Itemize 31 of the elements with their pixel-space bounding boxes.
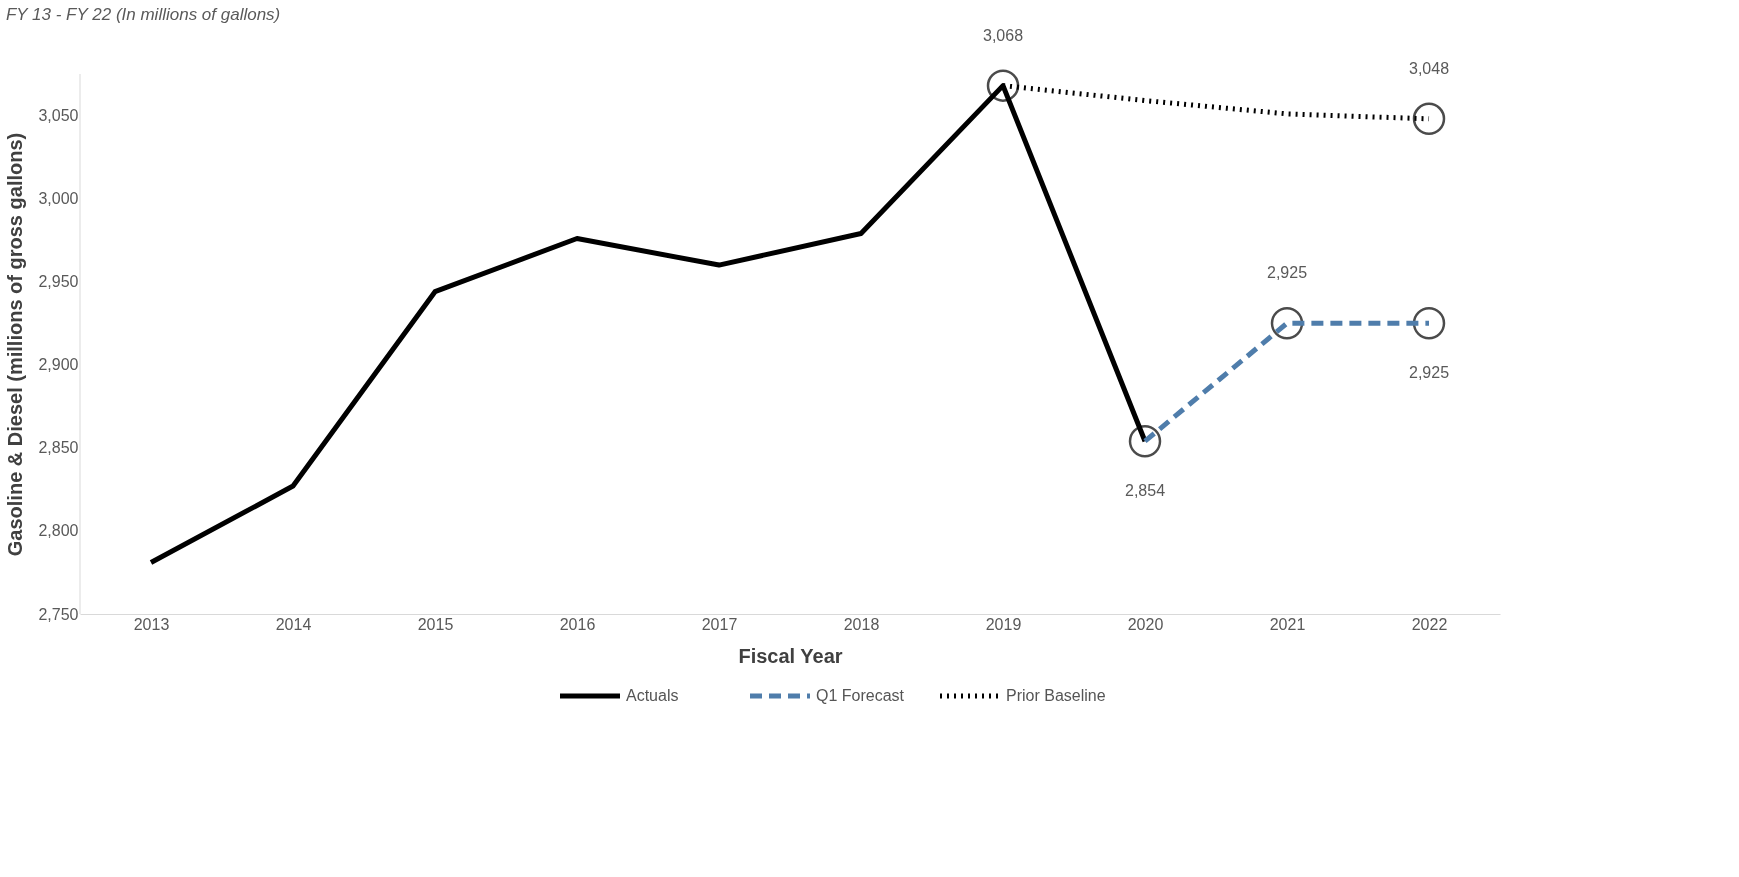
y-tick-label: 2,850 [38, 439, 79, 457]
y-tick-label: 2,750 [38, 605, 79, 623]
annotation: 2,925 [1266, 264, 1308, 282]
x-tick-label: 2020 [1127, 615, 1164, 633]
x-tick-label: 2021 [1269, 615, 1306, 633]
legend-label: Prior Baseline [1006, 687, 1106, 704]
x-tick-label: 2018 [843, 615, 880, 633]
x-tick-label: 2019 [985, 615, 1022, 633]
y-tick-label: 3,050 [38, 107, 79, 125]
point [986, 69, 1020, 102]
chart-subtitle: FY 13 - FY 22 (In millions of gallons) [5, 4, 281, 24]
y-tick-label: 2,950 [38, 273, 79, 291]
y-tick-label: 2,800 [38, 522, 79, 540]
point [1412, 102, 1446, 136]
annotation: 2,925 [1408, 364, 1450, 382]
annotation: 2,854 [1124, 482, 1166, 500]
legend-label: Q1 Forecast [816, 687, 905, 704]
x-tick-label: 2015 [417, 615, 454, 633]
point [1128, 424, 1162, 458]
x-axis-title: Fiscal Year [738, 644, 843, 667]
annotation: 3,068 [982, 26, 1024, 44]
y-tick-label: 2,900 [38, 356, 79, 374]
x-tick-label: 2022 [1411, 615, 1448, 633]
legend-label: Actuals [626, 687, 679, 704]
x-tick-label: 2017 [701, 615, 738, 633]
x-tick-label: 2014 [275, 615, 312, 633]
x-tick-label: 2016 [559, 615, 596, 633]
y-tick-label: 3,000 [38, 190, 79, 208]
annotation: 3,048 [1408, 59, 1450, 77]
x-tick-label: 2013 [133, 615, 170, 633]
y-axis-title: Gasoline & Diesel (millions of gross gallons) [4, 132, 27, 557]
